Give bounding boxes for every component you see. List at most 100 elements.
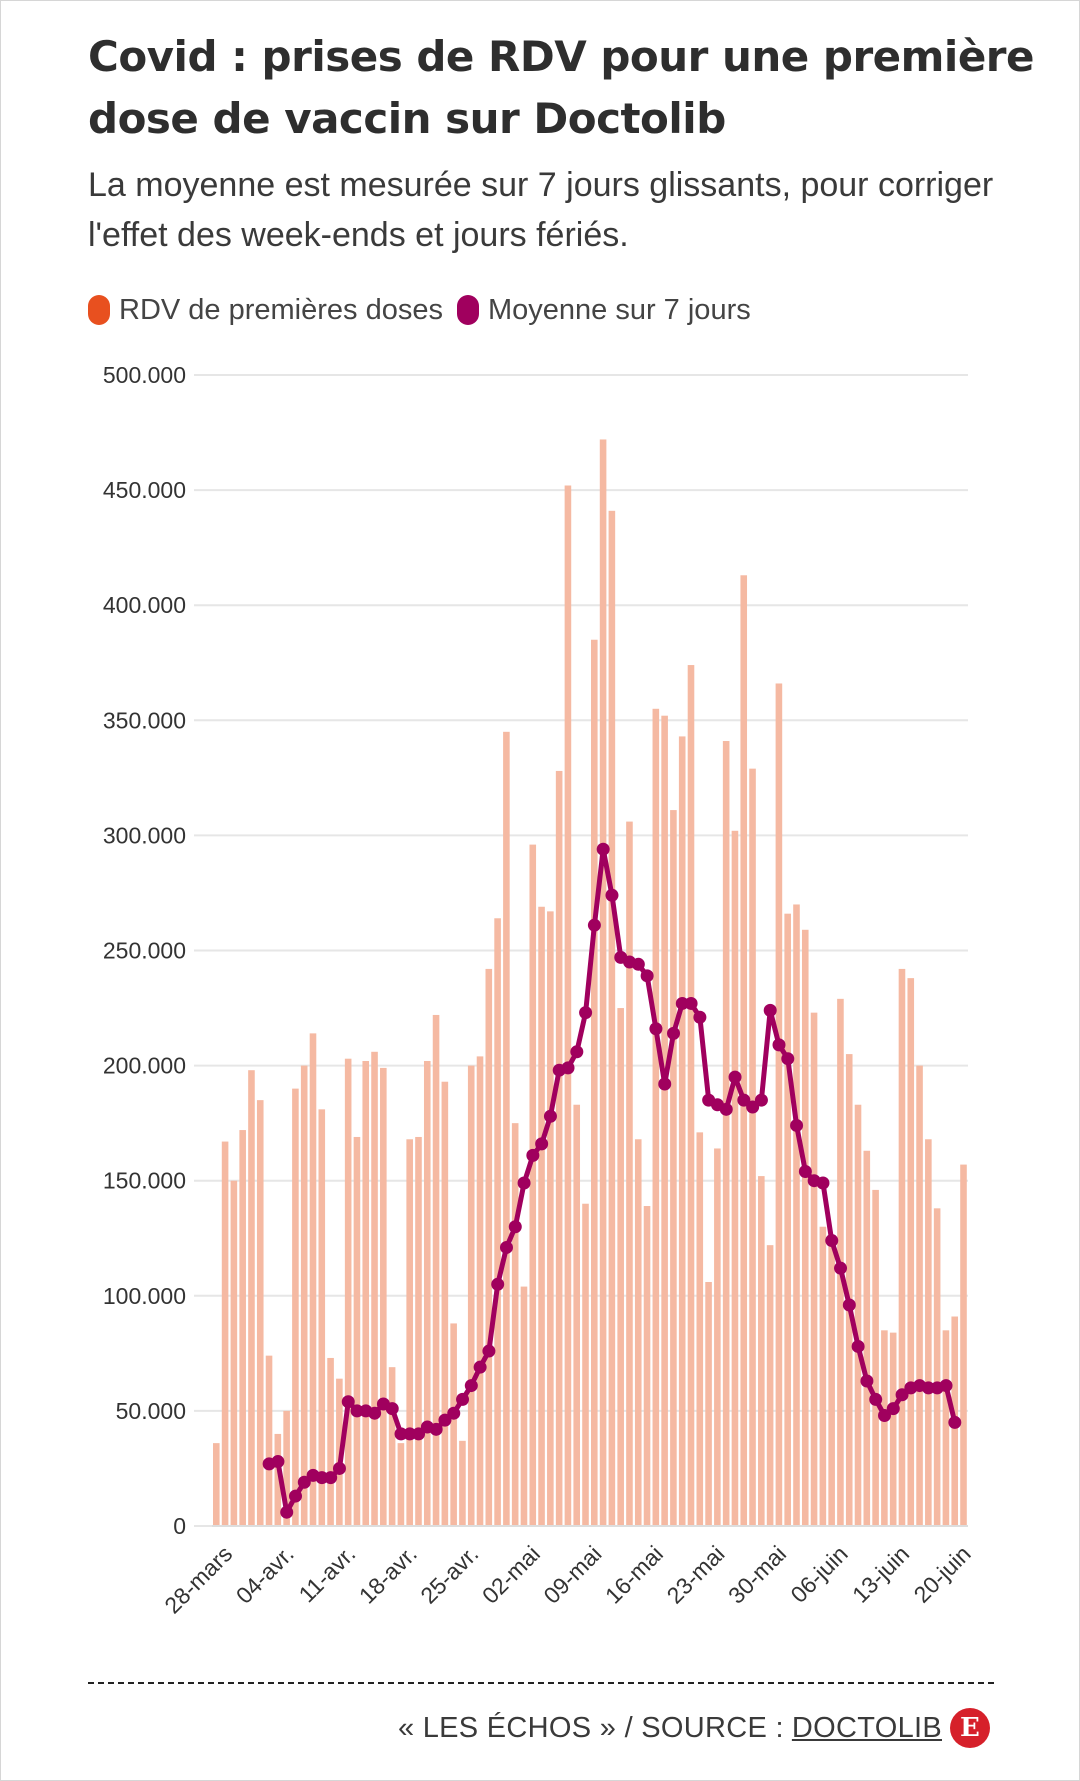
average-point: [754, 1093, 768, 1107]
average-point: [895, 1388, 909, 1402]
bar: [538, 906, 545, 1526]
bar: [485, 968, 493, 1526]
average-point: [860, 1374, 874, 1388]
source-link[interactable]: DOCTOLIB: [791, 1711, 942, 1744]
bar: [714, 1148, 721, 1526]
bar: [775, 683, 783, 1526]
average-point: [438, 1413, 452, 1427]
average-point: [579, 1006, 593, 1020]
x-tick-label: 06-juin: [785, 1541, 852, 1608]
average-point: [464, 1379, 478, 1393]
legend-item-average[interactable]: Moyenne sur 7 jours: [456, 293, 751, 327]
average-point: [684, 996, 698, 1010]
bar: [503, 731, 510, 1526]
bar: [248, 1070, 255, 1526]
x-tick-label: 11-avr.: [293, 1541, 360, 1608]
x-tick-label: 23-mai: [661, 1541, 729, 1609]
average-point: [948, 1415, 962, 1429]
bar: [265, 1355, 273, 1526]
bar: [520, 1286, 528, 1526]
bar: [845, 1054, 853, 1526]
average-point: [570, 1045, 584, 1059]
bar: [555, 770, 563, 1526]
average-point: [869, 1392, 883, 1406]
bar: [749, 768, 756, 1526]
bar: [467, 1065, 475, 1526]
bar: [907, 978, 915, 1526]
bar: [388, 1367, 396, 1526]
average-point: [543, 1109, 557, 1123]
average-point: [447, 1406, 461, 1420]
bar: [283, 1410, 290, 1526]
average-point: [605, 888, 619, 902]
y-tick-label: 450.000: [103, 477, 186, 503]
bar: [696, 1132, 704, 1526]
y-tick-label: 200.000: [103, 1053, 186, 1079]
average-point: [517, 1176, 531, 1190]
average-point: [429, 1422, 443, 1436]
average-point: [587, 918, 601, 932]
legend-item-bars[interactable]: RDV de premières doses: [88, 294, 443, 327]
bar: [784, 913, 791, 1526]
chart-subtitle: La moyenne est mesurée sur 7 jours gliss…: [88, 166, 994, 254]
x-tick-label: 18-avr.: [354, 1541, 422, 1609]
footer-divider: [88, 1682, 994, 1684]
bar: [889, 1332, 897, 1526]
bar: [415, 1136, 422, 1526]
bar: [863, 1150, 871, 1526]
bar: [239, 1130, 246, 1526]
average-point: [693, 1010, 707, 1024]
average-point: [324, 1471, 338, 1485]
y-tick-label: 300.000: [103, 822, 186, 848]
average-point: [746, 1100, 760, 1114]
x-tick-label: 25-avr.: [415, 1541, 483, 1609]
legend-swatch-bars: [88, 295, 110, 325]
bar: [828, 1242, 835, 1526]
x-tick-label: 04-avr.: [231, 1541, 299, 1609]
average-point: [482, 1344, 496, 1358]
average-point: [737, 1093, 751, 1107]
x-tick-label: 30-mai: [723, 1541, 791, 1609]
average-point: [332, 1461, 346, 1475]
bar: [582, 1203, 589, 1526]
bar: [872, 1189, 879, 1526]
bar: [344, 1058, 352, 1526]
average-point: [877, 1409, 891, 1423]
x-tick-label: 20-juin: [909, 1541, 976, 1608]
average-point: [473, 1360, 487, 1374]
bar: [819, 1226, 827, 1526]
bar: [476, 1056, 484, 1526]
bar: [371, 1051, 378, 1526]
average-point: [640, 969, 654, 983]
average-point: [499, 1240, 513, 1254]
bar: [599, 439, 607, 1526]
y-tick-label: 0: [173, 1513, 186, 1539]
average-point: [297, 1475, 311, 1489]
bar: [925, 1139, 932, 1526]
bar: [353, 1136, 361, 1526]
y-tick-label: 400.000: [103, 592, 186, 618]
bar: [213, 1443, 220, 1526]
average-point: [658, 1077, 672, 1091]
average-point: [790, 1118, 804, 1132]
chart-area: 0 50.000 100.000 150.000 200.000 250.000 300.0…: [103, 362, 976, 1619]
average-point: [842, 1298, 856, 1312]
bar: [634, 1139, 642, 1526]
bar: [406, 1139, 413, 1526]
y-tick-label: 500.000: [103, 362, 186, 388]
average-point: [280, 1505, 294, 1519]
average-point: [341, 1395, 355, 1409]
bar: [740, 575, 748, 1526]
bar: [564, 485, 572, 1527]
bar: [441, 1081, 449, 1526]
legend-label-average: Moyenne sur 7 jours: [487, 293, 751, 326]
bar: [705, 1281, 712, 1526]
average-point: [851, 1339, 865, 1353]
bar: [678, 736, 686, 1526]
bar: [758, 1176, 765, 1526]
average-point: [728, 1070, 742, 1084]
bar: [362, 1060, 370, 1526]
bar: [960, 1164, 967, 1526]
bar: [643, 1206, 651, 1526]
bar: [626, 821, 633, 1526]
